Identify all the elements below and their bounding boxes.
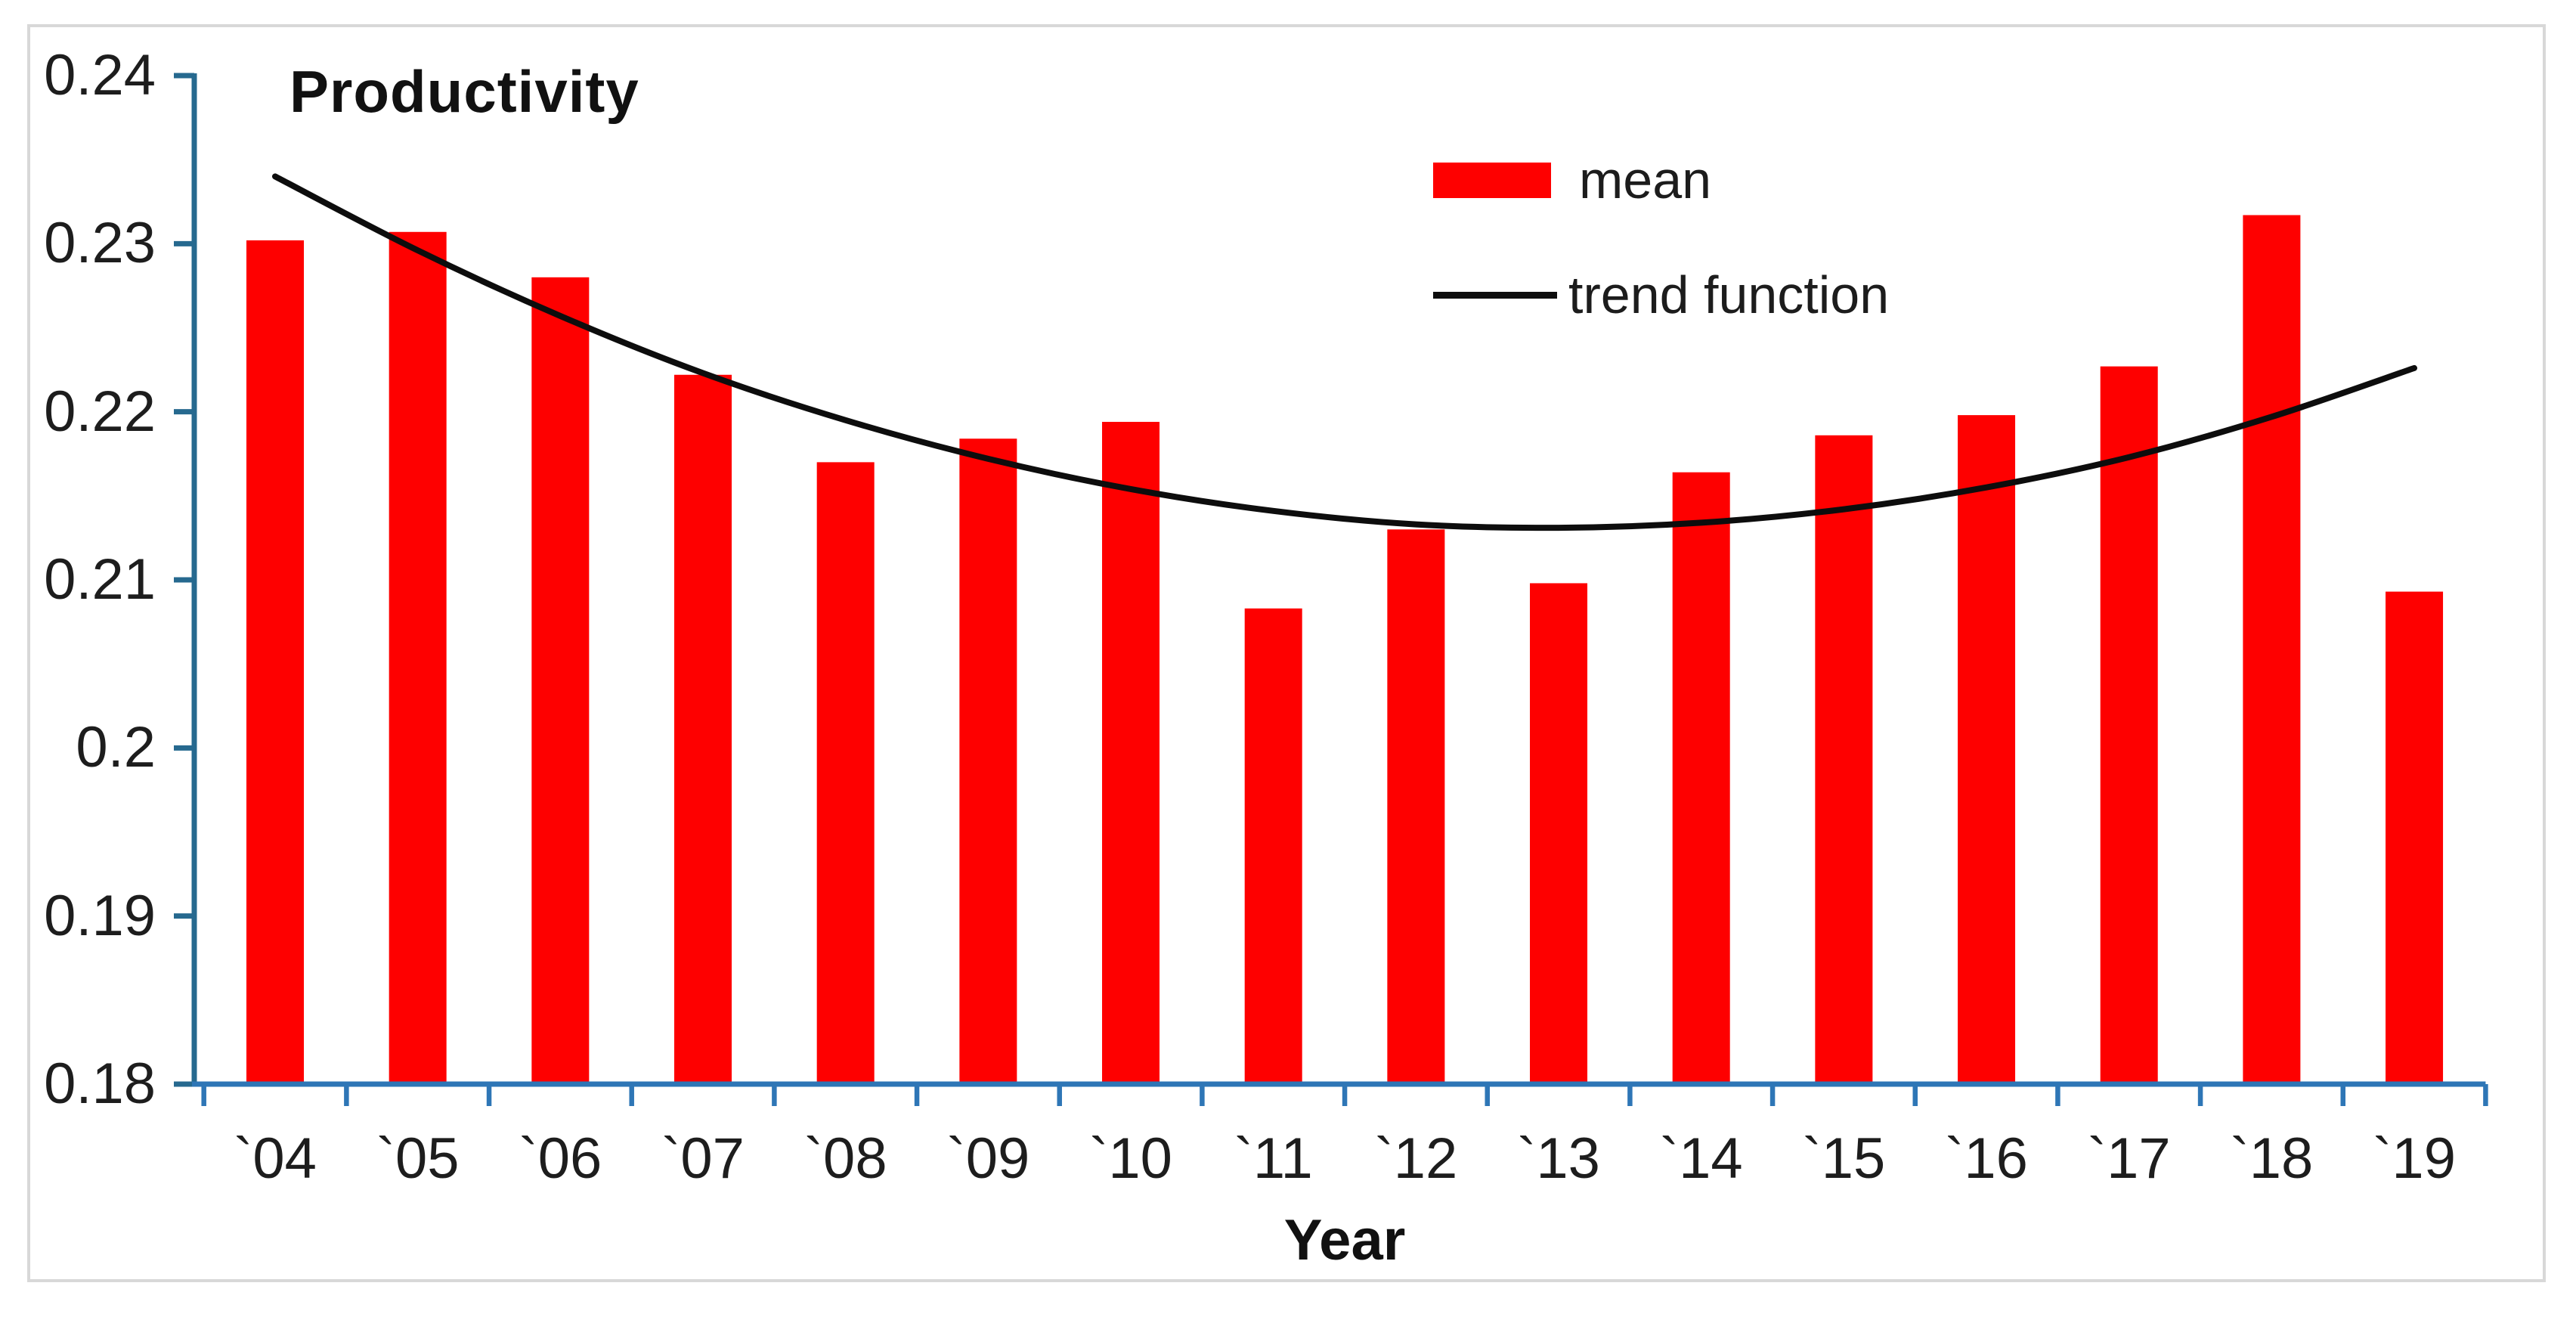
x-tick-label-13: `13	[1517, 1126, 1600, 1191]
x-tick-label-15: `15	[1802, 1126, 1886, 1191]
x-tick-label-09: `09	[946, 1126, 1030, 1191]
legend-trend-label: trend function	[1568, 265, 1890, 324]
y-tick-label-0.22: 0.22	[44, 379, 156, 444]
chart-title: Productivity	[289, 58, 639, 125]
y-tick-label-0.2: 0.2	[76, 715, 156, 780]
x-tick-label-12: `12	[1374, 1126, 1458, 1191]
y-tick-label-0.23: 0.23	[44, 211, 156, 276]
y-tick-label-0.24: 0.24	[44, 43, 156, 107]
x-tick-label-19: `19	[2373, 1126, 2456, 1191]
bar-07	[674, 374, 732, 1085]
bar-15	[1815, 435, 1873, 1084]
x-tick-label-10: `10	[1089, 1126, 1172, 1191]
x-tick-label-08: `08	[803, 1126, 887, 1191]
y-tick-label-0.19: 0.19	[44, 883, 156, 948]
x-tick-label-07: `07	[661, 1126, 745, 1191]
bar-13	[1530, 583, 1588, 1084]
x-tick-label-06: `06	[519, 1126, 602, 1191]
bar-10	[1102, 422, 1160, 1084]
bar-04	[246, 240, 304, 1084]
x-tick-label-04: `04	[234, 1126, 317, 1191]
bar-08	[816, 462, 875, 1084]
legend: mean trend function	[1433, 144, 1889, 331]
bar-16	[1958, 415, 2016, 1084]
bar-18	[2243, 215, 2301, 1085]
legend-item-mean: mean	[1433, 144, 1889, 216]
x-tick-label-17: `17	[2087, 1126, 2171, 1191]
bar-06	[531, 277, 590, 1084]
bar-09	[959, 438, 1017, 1084]
bar-17	[2100, 366, 2158, 1084]
legend-mean-swatch-icon	[1433, 162, 1551, 198]
trend-line	[272, 173, 2417, 531]
bar-14	[1672, 472, 1730, 1084]
legend-trend-swatch-icon	[1433, 291, 1557, 299]
x-tick-label-18: `18	[2230, 1126, 2314, 1191]
y-tick-label-0.18: 0.18	[44, 1052, 156, 1116]
x-tick-label-11: `11	[1234, 1126, 1313, 1191]
bar-12	[1387, 529, 1445, 1084]
x-tick-label-16: `16	[1945, 1126, 2028, 1191]
x-axis-title: Year	[1283, 1208, 1406, 1272]
x-tick-label-05: `05	[376, 1126, 460, 1191]
y-tick-label-0.21: 0.21	[44, 547, 156, 612]
legend-item-trend: trend function	[1433, 259, 1889, 331]
bar-19	[2386, 591, 2444, 1084]
legend-mean-label: mean	[1579, 150, 1712, 209]
bar-05	[389, 231, 447, 1084]
bar-11	[1244, 608, 1302, 1084]
x-tick-label-14: `14	[1659, 1126, 1743, 1191]
